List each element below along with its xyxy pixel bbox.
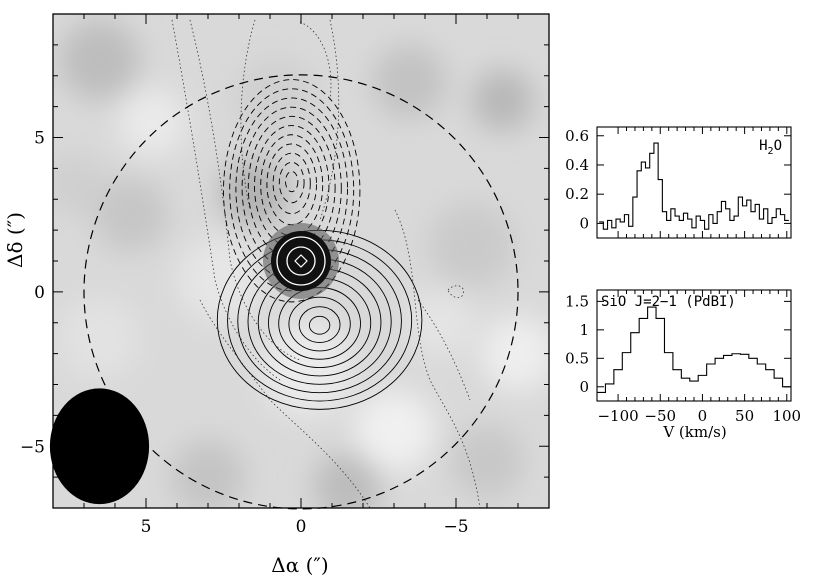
peak-white-contour: [276, 236, 326, 286]
noise-blob: [93, 177, 168, 252]
noise-blob: [471, 69, 534, 132]
sio-xtick-label: 100: [772, 407, 801, 425]
extended-contour: [171, 19, 281, 381]
blue-lobe-contour: [229, 88, 355, 292]
red-lobe-contour: [308, 315, 331, 335]
sio-xlabel: V (km/s): [662, 423, 726, 441]
peak-white-contour: [286, 246, 316, 276]
h2o-ytick-label: 0.4: [565, 156, 589, 174]
map-ytick-label: 0: [34, 283, 45, 303]
beam-ellipse: [49, 388, 150, 505]
sio-spectrum-panel: 0 0.5 1 1.5 −100 −50 0 50 100 SiO J=2−1 (PdBI) V…: [565, 289, 801, 441]
blue-lobe-contour: [272, 152, 311, 215]
extended-contour: [240, 19, 256, 211]
sio-ytick-label: 0.5: [565, 349, 589, 367]
map-ylabel: Δδ (″): [3, 212, 27, 268]
contour-map-panel: 5 0 −5 5 0 −5 Δα (″) Δδ (″): [3, 13, 550, 577]
h2o-spectrum-line: [599, 142, 789, 230]
map-xlabel: Δα (″): [271, 553, 328, 577]
noise-blob: [232, 57, 320, 144]
noise-blob: [406, 288, 475, 357]
map-ytick-label: 5: [34, 129, 45, 149]
h2o-ytick-label: 0: [579, 214, 589, 232]
noise-blob: [53, 152, 106, 215]
noise-blob: [428, 202, 515, 289]
noise-blob: [449, 424, 525, 499]
blue-lobe-contour: [285, 171, 299, 193]
map-ytick-label: −5: [20, 437, 45, 457]
sio-xtick-label: 50: [735, 407, 754, 425]
map-xtick-label: −5: [443, 517, 468, 537]
sio-ytick-label: 0: [579, 378, 589, 396]
extended-contour: [447, 285, 464, 298]
extended-contour: [299, 21, 332, 101]
map-xtick-label: 0: [296, 517, 307, 537]
h2o-spectrum-panel: 0 0.2 0.4 0.6 H2O: [565, 126, 792, 239]
noise-blob: [480, 316, 549, 391]
noise-blob: [59, 297, 140, 379]
noise-blob: [372, 44, 447, 120]
h2o-frame: [596, 126, 792, 239]
noise-blob: [353, 390, 435, 472]
red-lobe-contour: [288, 296, 351, 352]
sio-spectrum-line: [597, 306, 791, 394]
map-ticks: 5 0 −5 5 0 −5: [20, 13, 549, 537]
noise-blob: [260, 322, 354, 416]
blue-lobe-contour: [254, 125, 330, 248]
h2o-ytick-label: 0.2: [565, 185, 589, 203]
sio-xtick-label: −50: [644, 407, 676, 425]
sio-ytick-label: 1.5: [565, 292, 589, 310]
blue-lobe-contour: [235, 97, 348, 281]
blue-lobe-contour: [223, 79, 361, 303]
noise-blob: [170, 439, 246, 508]
sio-ytick-label: 1: [579, 321, 589, 339]
noise-blob: [177, 236, 264, 323]
greyscale-continuum: [53, 20, 549, 508]
sio-xtick-label: −100: [597, 407, 638, 425]
sio-label: SiO J=2−1 (PdBI): [601, 294, 736, 310]
h2o-label: H2O: [759, 138, 782, 157]
peak-core: [271, 231, 331, 291]
peak-marker: [294, 254, 308, 268]
extended-contour: [319, 19, 340, 221]
sio-ticks: 0 0.5 1 1.5 −100 −50 0 50 100: [565, 290, 801, 425]
red-lobe-contour: [298, 306, 341, 343]
noise-blob: [59, 20, 140, 101]
extended-contour: [189, 19, 301, 361]
blue-lobe-contour: [278, 161, 305, 204]
noise-blob: [118, 87, 187, 157]
h2o-ytick-label: 0.6: [565, 127, 589, 145]
primary-beam-circle: [83, 74, 519, 510]
extended-contour: [394, 209, 481, 508]
continuum-peak: [263, 223, 339, 299]
h2o-ticks: 0 0.2 0.4 0.6: [565, 127, 791, 238]
noise-blob: [313, 452, 382, 508]
sio-xtick-label: 0: [698, 407, 708, 425]
map-xtick-label: 5: [141, 517, 152, 537]
